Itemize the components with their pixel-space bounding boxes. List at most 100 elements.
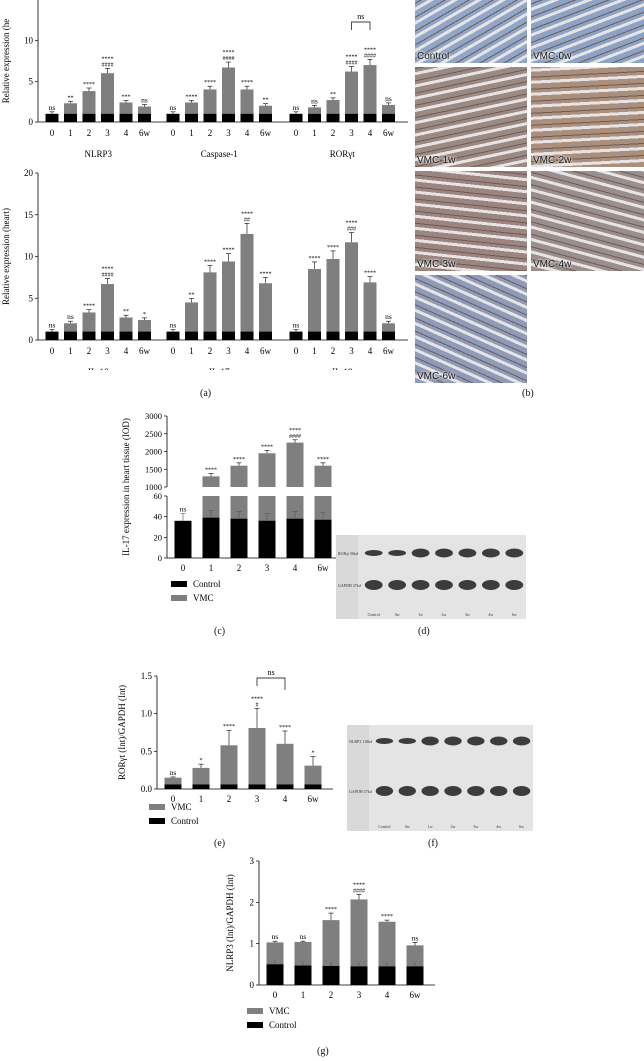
significance-label: **** (346, 221, 358, 227)
control-bar (220, 784, 238, 789)
x-tick-label: 4 (245, 346, 250, 356)
x-tick-label: 6w (308, 794, 320, 804)
significance-label: #### (353, 888, 365, 894)
control-bar (322, 965, 340, 985)
x-tick-label: 0 (181, 563, 186, 573)
control-bar (174, 520, 192, 558)
y-tick-label: 10 (24, 36, 34, 46)
band-label: NLRP3 118kd (349, 739, 372, 744)
control-bar (276, 784, 294, 789)
control-bar (266, 964, 284, 985)
significance-label: #### (102, 62, 114, 68)
tissue-image-vmc-6w: VMC-6w (415, 275, 527, 383)
x-tick-label: 1 (68, 346, 73, 356)
legend-swatch (149, 804, 165, 810)
y-axis-label: RORγt (Int)/GAPDH (Int) (117, 685, 127, 780)
control-bar (382, 113, 395, 122)
vmc-bar (222, 67, 235, 122)
significance-label: **** (364, 47, 376, 53)
lane-label: 6w (519, 824, 524, 829)
significance-label: #### (102, 272, 114, 278)
group-label: Caspase-1 (201, 149, 238, 159)
comparison-bracket (351, 21, 371, 30)
significance-label: **** (381, 914, 393, 920)
control-bar (248, 784, 266, 789)
control-bar (138, 331, 151, 340)
x-tick-label: 1 (312, 346, 317, 356)
x-tick-label: 3 (349, 128, 354, 138)
significance-label: *** (122, 94, 131, 100)
blot-band (375, 786, 394, 796)
y-tick-label: 0 (158, 553, 162, 563)
blot-band (444, 736, 462, 746)
group-label: IL-17 (209, 367, 230, 370)
significance-label: ns (170, 103, 177, 112)
blot-band (444, 786, 462, 796)
vmc-bar-upper (230, 465, 248, 487)
vmc-bar-upper (314, 465, 332, 487)
significance-label: **** (83, 82, 95, 88)
x-tick-label: 6w (383, 128, 395, 138)
significance-label: ns (180, 505, 187, 514)
blot-image: RORγt 56kd GAPDH 37kd Control 0w 1w 2w 3w 4w 6w (336, 535, 526, 619)
x-tick-label: 1 (312, 128, 317, 138)
control-bar (185, 331, 198, 340)
vmc-bar (350, 899, 368, 985)
blot-band (458, 580, 477, 590)
legend-swatch (171, 595, 187, 601)
group-label: IL-18 (332, 367, 353, 370)
control-bar (258, 520, 276, 558)
lane-label: 2w (442, 612, 447, 617)
significance-label: **** (261, 444, 273, 450)
tissue-image-label: Control (417, 51, 450, 62)
x-tick-label: 2 (237, 563, 242, 573)
vmc-bar (192, 767, 210, 789)
x-tick-label: 0 (171, 346, 176, 356)
tissue-image-label: VMC-3w (417, 259, 456, 270)
x-tick-label: 0 (294, 346, 299, 356)
significance-label: **** (204, 80, 216, 86)
significance-label: **** (364, 271, 376, 277)
significance-label: ns (412, 933, 419, 942)
x-tick-label: 0 (294, 128, 299, 138)
significance-label: ns (49, 321, 56, 330)
significance-label: **** (223, 724, 235, 730)
vmc-bar-upper (286, 442, 304, 487)
x-tick-label: 6w (260, 128, 272, 138)
blot-band (481, 548, 500, 558)
x-tick-label: 0 (171, 794, 176, 804)
control-bar (185, 113, 198, 122)
significance-label: **** (251, 696, 263, 702)
vmc-bar-upper (202, 476, 220, 487)
lane-label: Control (368, 612, 381, 617)
y-tick-label: 2 (250, 897, 255, 907)
significance-label: **** (317, 457, 329, 463)
significance-label: ns (67, 312, 74, 321)
significance-label: **** (309, 256, 321, 262)
tissue-image-control: Control (415, 0, 527, 63)
significance-label: **** (353, 882, 365, 888)
control-bar (166, 331, 180, 340)
y-tick-label: 3 (250, 856, 255, 866)
x-tick-label: 1 (189, 128, 194, 138)
significance-label: ** (263, 98, 269, 104)
blot-band (388, 580, 407, 590)
significance-label: **** (241, 211, 253, 217)
control-bar (294, 965, 312, 985)
control-bar (82, 331, 96, 340)
group-label: RORγt (330, 149, 355, 159)
panel-f-blot: NLRP3 118kd GAPDH 37kd Control 0w 1w 2w 3w 4w 6w (347, 725, 533, 831)
blot-band (512, 736, 531, 746)
x-tick-label: 1 (209, 563, 214, 573)
panel-a-label: (a) (200, 388, 212, 399)
significance-label: ns (311, 96, 318, 105)
control-bar (286, 518, 304, 558)
vmc-bar (203, 272, 217, 340)
blot-band (490, 786, 508, 796)
significance-label: ## (244, 217, 250, 223)
significance-label: **** (186, 94, 198, 100)
lane-label: Control (378, 824, 391, 829)
lane-label: 0w (395, 612, 400, 617)
x-tick-label: 3 (265, 563, 270, 573)
